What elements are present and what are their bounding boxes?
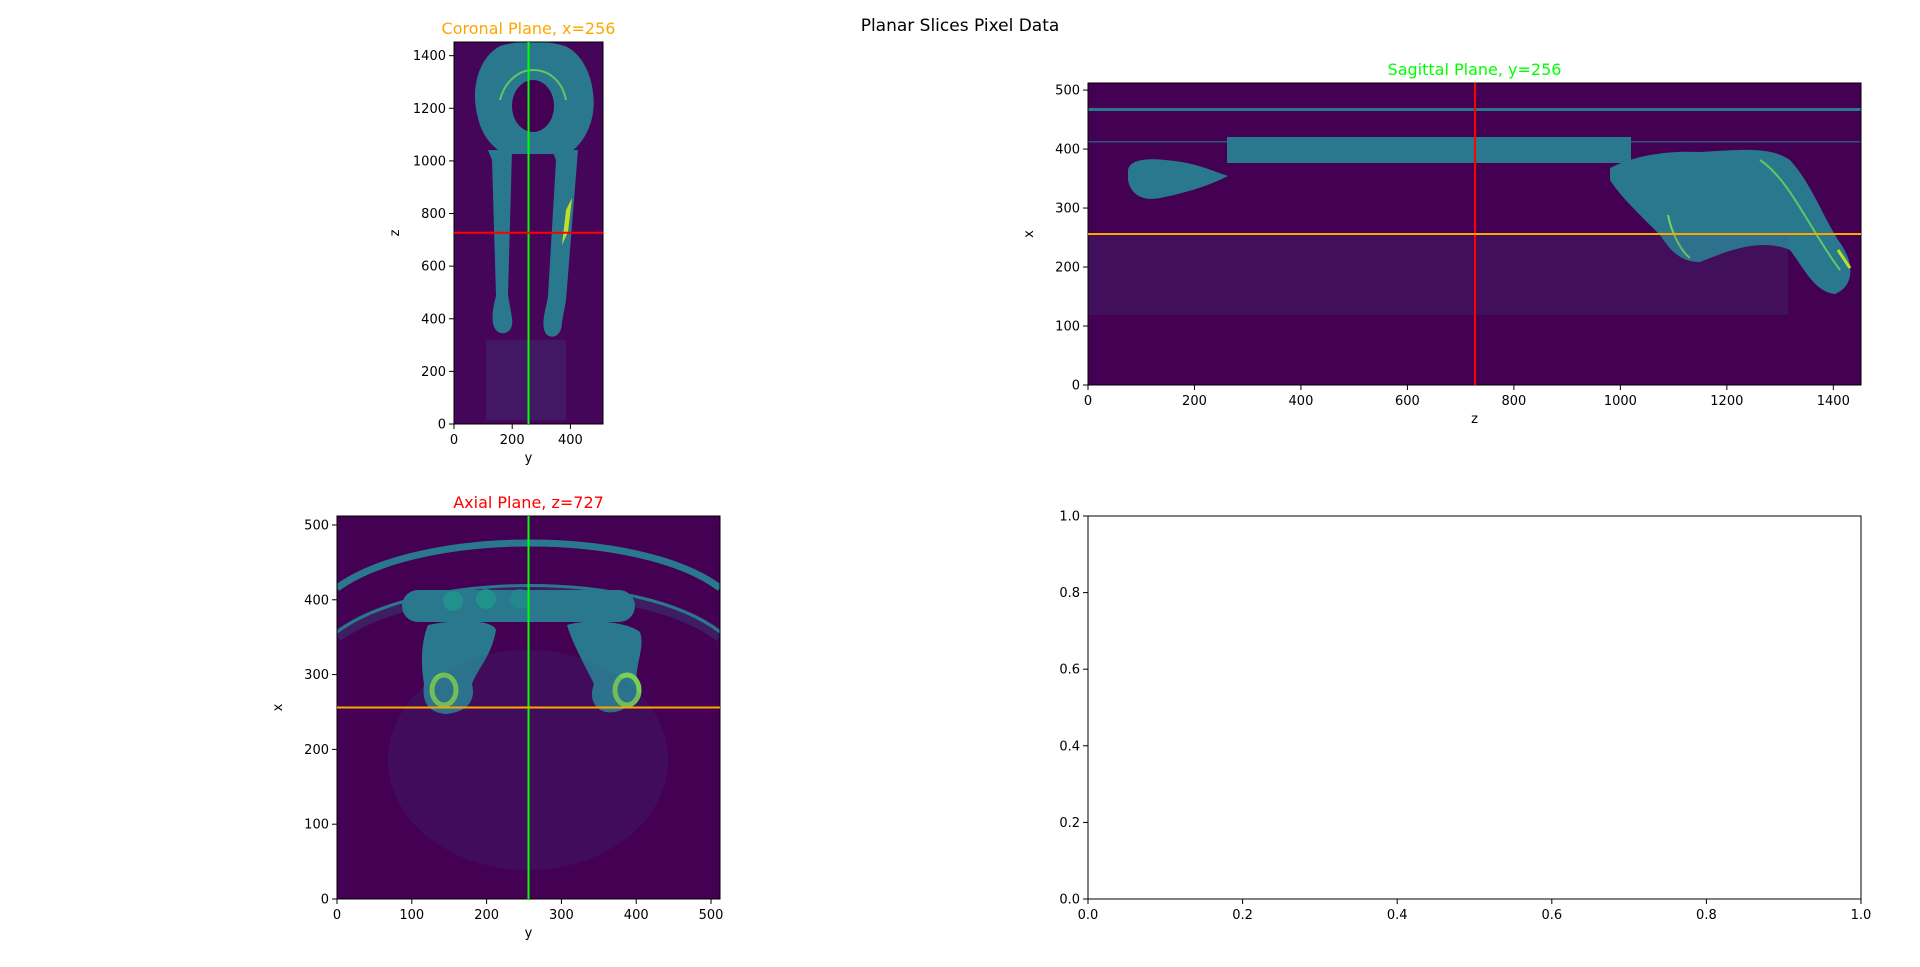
sagittal-ytick-label: 400 <box>1055 143 1080 158</box>
axial-xlabel: y <box>525 926 533 941</box>
sagittal-xtick-label: 1400 <box>1817 394 1850 409</box>
sagittal-ytick-label: 300 <box>1055 202 1080 217</box>
coronal-xtick-label: 400 <box>558 433 583 448</box>
axial-ytick-label: 200 <box>304 743 329 758</box>
axial-ytick-label: 400 <box>304 593 329 608</box>
axial-ytick-label: 300 <box>304 668 329 683</box>
sagittal-ytick-label: 0 <box>1072 379 1080 394</box>
axial-ylabel: x <box>271 703 286 711</box>
coronal-xtick-label: 0 <box>450 433 458 448</box>
sagittal-xlabel: z <box>1471 412 1478 427</box>
axial-xtick-label: 100 <box>399 908 424 923</box>
sagittal-xtick-label: 400 <box>1289 394 1314 409</box>
empty-xtick-label: 0.8 <box>1696 908 1717 923</box>
empty-ytick-label: 0.6 <box>1059 663 1080 678</box>
empty-xtick-label: 0.4 <box>1387 908 1408 923</box>
sagittal-xtick-label: 600 <box>1395 394 1420 409</box>
empty-ytick-label: 0.0 <box>1059 893 1080 908</box>
axial-xtick-label: 400 <box>624 908 649 923</box>
empty-ytick-label: 1.0 <box>1059 510 1080 525</box>
empty-axes-frame <box>1087 515 1862 900</box>
sagittal-xtick-label: 200 <box>1182 394 1207 409</box>
empty-xtick-label: 1.0 <box>1851 908 1872 923</box>
empty-xtick-label: 0.6 <box>1541 908 1562 923</box>
coronal-title: Coronal Plane, x=256 <box>442 19 616 38</box>
sagittal-xtick-label: 1000 <box>1604 394 1637 409</box>
axial-title: Axial Plane, z=727 <box>453 493 604 512</box>
sagittal-title: Sagittal Plane, y=256 <box>1388 60 1562 79</box>
axial-ytick-label: 500 <box>304 518 329 533</box>
sagittal-xtick-label: 800 <box>1501 394 1526 409</box>
coronal-ylabel: z <box>388 229 403 236</box>
coronal-ytick-label: 400 <box>421 312 446 327</box>
axial-xtick-label: 500 <box>699 908 724 923</box>
empty-ytick-label: 0.2 <box>1059 816 1080 831</box>
empty-ytick-label: 0.8 <box>1059 586 1080 601</box>
empty-xtick-label: 0.2 <box>1232 908 1253 923</box>
coronal-ytick-label: 1200 <box>413 102 446 117</box>
axial-xtick-label: 0 <box>333 908 341 923</box>
coronal-ytick-label: 800 <box>421 207 446 222</box>
coronal-ytick-label: 0 <box>438 418 446 433</box>
empty-xtick-label: 0.0 <box>1078 908 1099 923</box>
axial-xtick-label: 300 <box>549 908 574 923</box>
coronal-xlabel: y <box>525 451 533 466</box>
sagittal-ytick-label: 200 <box>1055 261 1080 276</box>
coronal-ytick-label: 200 <box>421 365 446 380</box>
axial-ytick-label: 100 <box>304 818 329 833</box>
figure-title: Planar Slices Pixel Data <box>860 16 1060 36</box>
axial-xtick-label: 200 <box>474 908 499 923</box>
sagittal-ytick-label: 100 <box>1055 320 1080 335</box>
sagittal-ytick-label: 500 <box>1055 84 1080 99</box>
coronal-ytick-label: 1400 <box>413 49 446 64</box>
axial-ytick-label: 0 <box>321 893 329 908</box>
sagittal-ylabel: x <box>1022 230 1037 238</box>
coronal-xtick-label: 200 <box>500 433 525 448</box>
sagittal-xtick-label: 0 <box>1084 394 1092 409</box>
coronal-ytick-label: 1000 <box>413 154 446 169</box>
sagittal-xtick-label: 1200 <box>1710 394 1743 409</box>
coronal-ytick-label: 600 <box>421 260 446 275</box>
empty-ytick-label: 0.4 <box>1059 739 1080 754</box>
